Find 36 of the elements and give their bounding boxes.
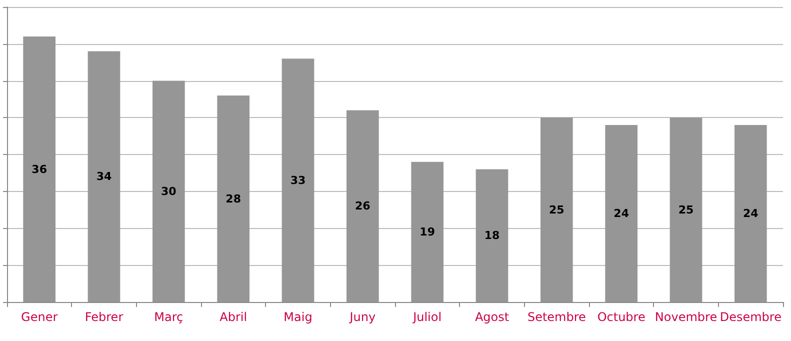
x-tick-label: Octubre	[597, 310, 646, 324]
bar	[282, 58, 314, 302]
x-tick-label: Març	[154, 310, 184, 324]
data-label: 30	[161, 184, 177, 198]
bar	[540, 118, 573, 302]
x-tick-label: Juny	[348, 310, 376, 324]
bar	[734, 125, 767, 302]
x-tick-label: Juliol	[412, 310, 442, 324]
bar	[23, 36, 56, 302]
x-tick-label: Desembre	[720, 310, 782, 324]
x-tick-label: Gener	[21, 310, 58, 324]
data-label: 25	[549, 203, 564, 216]
data-label: 18	[484, 229, 500, 242]
x-tick-label: Novembre	[654, 310, 718, 324]
bar	[217, 96, 250, 302]
x-tick-label: Febrer	[84, 310, 124, 324]
data-label: 24	[614, 207, 630, 220]
data-label: 24	[743, 207, 759, 220]
x-tick-label: Abril	[220, 310, 248, 324]
data-label: 34	[96, 170, 112, 184]
data-label: 28	[226, 192, 241, 206]
x-tick-label: Agost	[474, 310, 510, 324]
bar	[605, 125, 638, 302]
data-label: 25	[678, 203, 694, 216]
x-tick-label: Maig	[284, 310, 312, 324]
bar	[670, 118, 702, 302]
bar	[346, 110, 379, 302]
data-label: 36	[32, 162, 48, 176]
bar	[411, 162, 444, 302]
data-label: 26	[355, 200, 371, 213]
bar	[88, 51, 120, 302]
data-label: 33	[290, 174, 306, 187]
bar	[476, 169, 508, 302]
x-tick-label: Setembre	[527, 310, 586, 324]
data-label: 19	[420, 225, 435, 238]
bar	[152, 80, 185, 302]
